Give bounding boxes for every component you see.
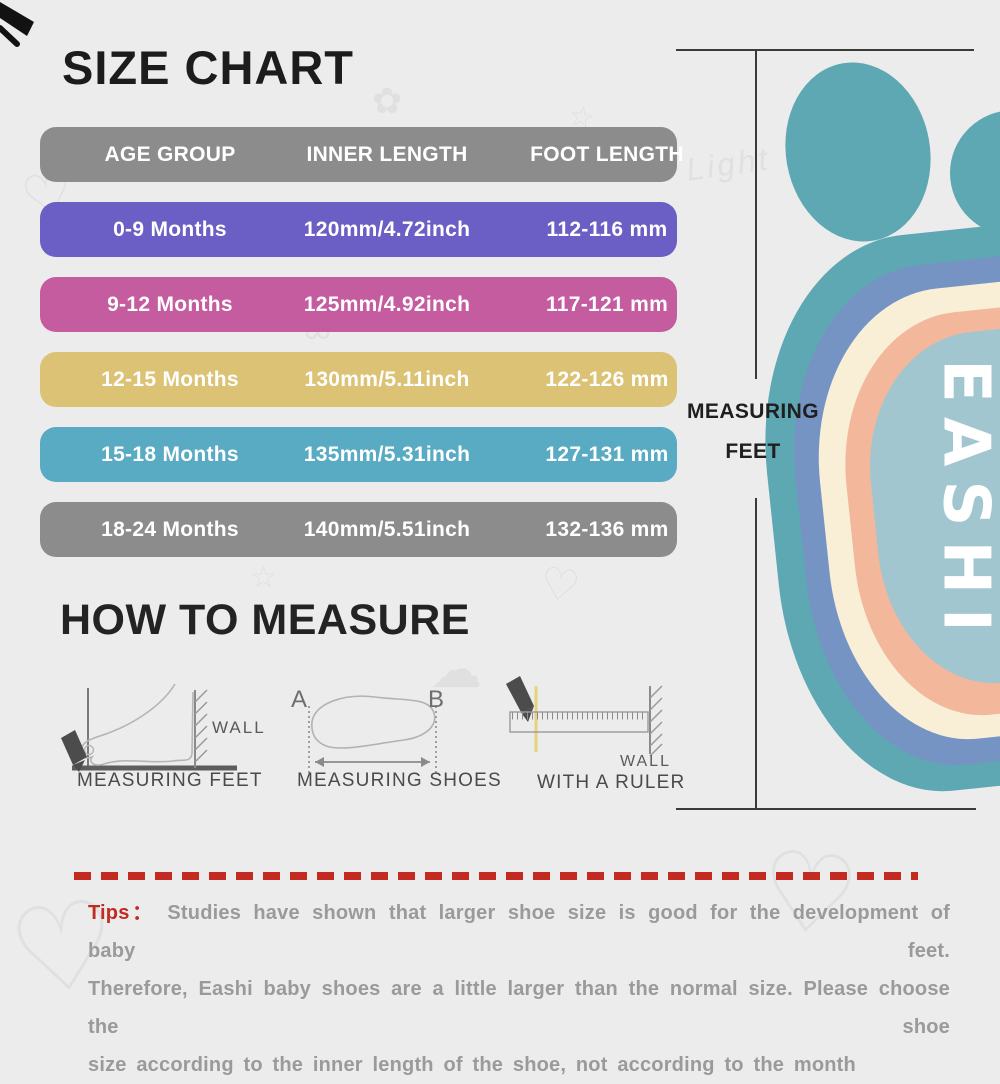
tips-label: Tips： <box>88 902 155 924</box>
tips-line-1: Tips： Studies have shown that larger sho… <box>88 894 950 970</box>
cell-age: 15-18 Months <box>40 427 300 482</box>
red-dashed-divider <box>74 872 918 880</box>
foot-big-toe <box>771 51 944 253</box>
cell-foot-length: 117-121 mm <box>500 277 714 332</box>
cell-foot-length: 132-136 mm <box>500 502 714 557</box>
point-a-label: A <box>291 686 307 714</box>
header-inner-length: INNER LENGTH <box>280 127 494 182</box>
cell-foot-length: 122-126 mm <box>500 352 714 407</box>
cell-age: 18-24 Months <box>40 502 300 557</box>
cell-inner-length: 130mm/5.11inch <box>280 352 494 407</box>
how-to-measure-title: HOW TO MEASURE <box>60 596 470 645</box>
wall-label: WALL <box>620 753 671 771</box>
measure-line-bottom <box>676 808 976 810</box>
cell-inner-length: 140mm/5.51inch <box>280 502 494 557</box>
table-row: 0-9 Months 120mm/4.72inch 112-116 mm <box>40 202 677 257</box>
cell-age: 0-9 Months <box>40 202 300 257</box>
with-a-ruler-caption: WITH A RULER <box>537 772 685 794</box>
measure-line-vertical-lower <box>755 498 757 810</box>
tips-line-2: Therefore, Eashi baby shoes are a little… <box>88 970 950 1046</box>
header-foot-length: FOOT LENGTH <box>500 127 714 182</box>
table-row: 15-18 Months 135mm/5.31inch 127-131 mm <box>40 427 677 482</box>
shoe-outline <box>312 696 435 748</box>
cell-inner-length: 135mm/5.31inch <box>280 427 494 482</box>
doodle-star-icon: ☆ <box>250 560 277 595</box>
table-row: 9-12 Months 125mm/4.92inch 117-121 mm <box>40 277 677 332</box>
measure-line-top <box>676 49 974 51</box>
table-header-row: AGE GROUP INNER LENGTH FOOT LENGTH <box>40 127 677 182</box>
cell-age: 9-12 Months <box>40 277 300 332</box>
measuring-feet-annotation-line2: FEET <box>678 440 828 464</box>
tips-paragraph: Tips： Studies have shown that larger sho… <box>88 894 950 1084</box>
cell-inner-length: 125mm/4.92inch <box>280 277 494 332</box>
foot-second-toe <box>950 110 1000 236</box>
measuring-feet-caption: MEASURING FEET <box>77 770 263 792</box>
tips-line-3: size according to the inner length of th… <box>88 1046 950 1084</box>
point-b-label: B <box>428 686 444 714</box>
cell-inner-length: 120mm/4.72inch <box>280 202 494 257</box>
measuring-feet-annotation-line1: MEASURING <box>678 400 828 424</box>
page-title: SIZE CHART <box>62 40 354 95</box>
cell-age: 12-15 Months <box>40 352 300 407</box>
wall-hatching <box>650 686 662 756</box>
pencil-icon <box>506 676 534 714</box>
size-chart-table: AGE GROUP INNER LENGTH FOOT LENGTH 0-9 M… <box>40 127 677 557</box>
header-age-group: AGE GROUP <box>40 127 300 182</box>
doodle-flower-icon: ✿ <box>372 80 402 122</box>
brand-logo-vertical: EASHI <box>918 318 1000 688</box>
cell-foot-length: 112-116 mm <box>500 202 714 257</box>
table-row: 12-15 Months 130mm/5.11inch 122-126 mm <box>40 352 677 407</box>
doodle-heart-icon: ♡ <box>536 557 584 614</box>
measure-line-vertical-upper <box>755 49 757 379</box>
pencil-icon <box>61 730 87 765</box>
measuring-shoes-caption: MEASURING SHOES <box>297 770 502 792</box>
table-row: 18-24 Months 140mm/5.51inch 132-136 mm <box>40 502 677 557</box>
foot-outline <box>81 684 193 765</box>
wall-label: WALL <box>212 718 266 738</box>
tips-text-1: Studies have shown that larger shoe size… <box>88 902 950 962</box>
wall-hatching <box>195 690 207 762</box>
measuring-feet-annotation: MEASURING FEET <box>678 400 828 464</box>
corner-scribble-icon <box>0 0 60 60</box>
